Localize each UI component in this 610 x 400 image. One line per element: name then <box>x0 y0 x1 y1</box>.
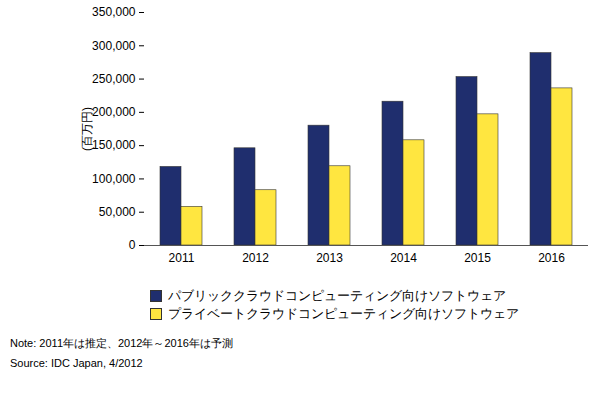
svg-text:300,000: 300,000 <box>92 39 136 53</box>
html-text:パブリッククラウドコンピューティング向けソフトウェア: パブリッククラウドコンピューティング向けソフトウェア <box>168 288 506 303</box>
html-text:Source: IDC Japan, 4/2012: Source: IDC Japan, 4/2012 <box>10 357 143 369</box>
svg-text:250,000: 250,000 <box>92 72 136 86</box>
svg-text:2012: 2012 <box>242 251 269 265</box>
svg-text:2014: 2014 <box>390 251 417 265</box>
svg-text:50,000: 50,000 <box>99 205 136 219</box>
svg-text:2016: 2016 <box>538 251 565 265</box>
svg-text:2011: 2011 <box>169 251 195 265</box>
svg-text:350,000: 350,000 <box>92 5 136 19</box>
svg-text:150,000: 150,000 <box>92 138 136 152</box>
html-text:Note: 2011年は推定、2012年～2016年は予測: Note: 2011年は推定、2012年～2016年は予測 <box>10 337 233 349</box>
svg-text:2015: 2015 <box>464 251 491 265</box>
svg-text:2013: 2013 <box>316 251 343 265</box>
svg-text:200,000: 200,000 <box>92 105 136 119</box>
svg-text:(百万円): (百万円) <box>80 107 94 151</box>
html-text:プライベートクラウドコンピューティング向けソフトウェア: プライベートクラウドコンピューティング向けソフトウェア <box>168 306 519 321</box>
svg-text:0: 0 <box>129 238 136 252</box>
svg-text:100,000: 100,000 <box>92 172 136 186</box>
